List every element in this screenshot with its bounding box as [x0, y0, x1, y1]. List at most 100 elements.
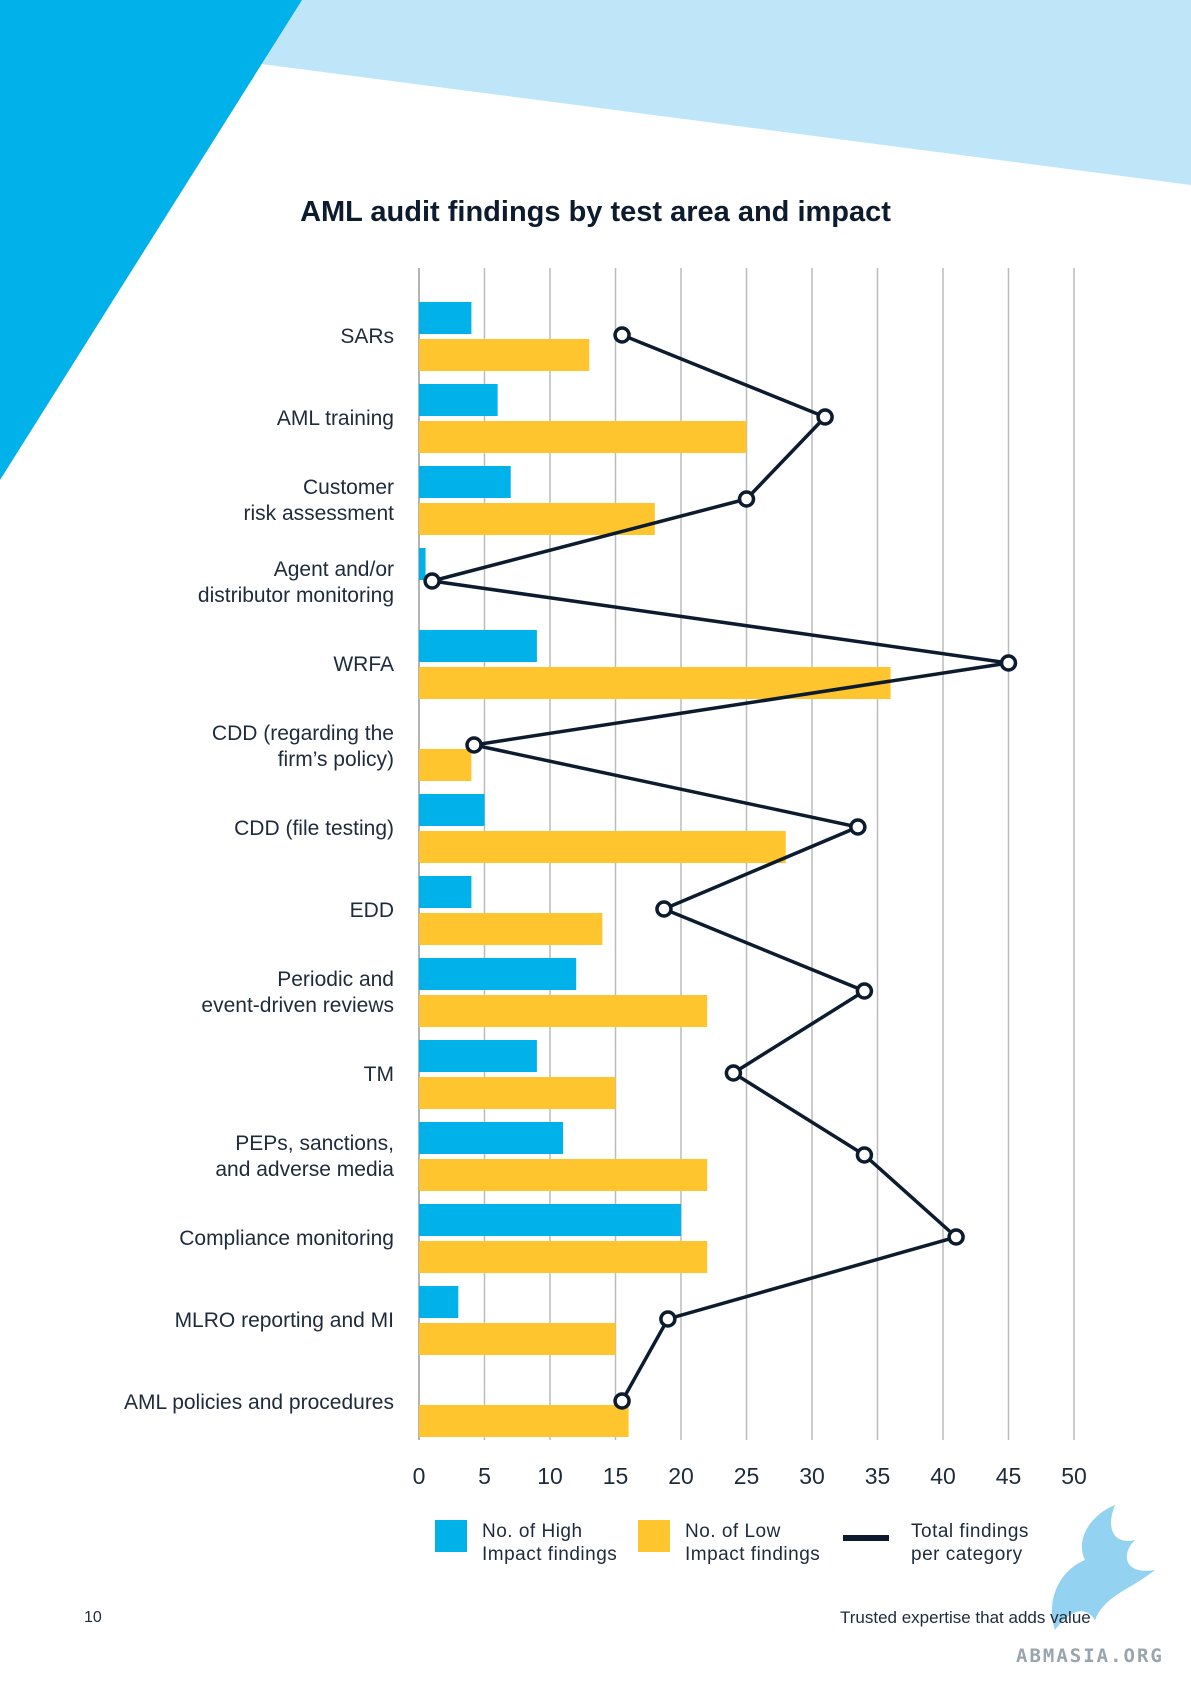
category-label: WRFA [333, 653, 394, 676]
total-findings-point [613, 326, 631, 344]
x-tick-label: 0 [413, 1463, 426, 1489]
legend-item-total: Total findings per category [843, 1520, 1029, 1566]
bar-low-impact [419, 503, 655, 535]
bar-low-impact [419, 749, 472, 781]
watermark-text: ABMASIA.ORG [1016, 1645, 1164, 1667]
legend-item-high: No. of High Impact findings [435, 1520, 617, 1566]
x-tick-label: 25 [734, 1463, 760, 1489]
category-label: EDD [350, 899, 394, 922]
total-findings-point [724, 1064, 743, 1082]
bar-high-impact [419, 1204, 681, 1236]
x-tick-label: 20 [668, 1463, 694, 1489]
bar-low-impact [419, 1405, 629, 1437]
total-findings-point [659, 1310, 677, 1328]
total-findings-point [849, 818, 867, 836]
x-tick-label: 5 [478, 1463, 491, 1489]
bar-high-impact [419, 876, 472, 908]
bar-high-impact [419, 466, 511, 498]
category-label-line: risk assessment [243, 502, 394, 525]
category-label-line: CDD (file testing) [234, 817, 394, 840]
category-label-line: AML policies and procedures [124, 1391, 394, 1414]
watermark-logo-icon [1051, 1505, 1155, 1630]
total-line [423, 326, 1018, 1410]
bar-low-impact [419, 1077, 616, 1109]
x-tick-label: 50 [1061, 1463, 1087, 1489]
category-label: Agent and/or distributor monitoring [198, 558, 394, 607]
x-tick-label: 10 [537, 1463, 563, 1489]
category-label: TM [364, 1063, 394, 1086]
bar-low-impact [419, 995, 708, 1027]
header-decoration [0, 0, 1191, 480]
footer-tagline: Trusted expertise that adds value [840, 1608, 1091, 1627]
total-findings-point [737, 490, 756, 508]
category-label: AML policies and procedures [124, 1391, 394, 1414]
category-label: MLRO reporting and MI [175, 1309, 394, 1332]
bar-low-impact [419, 339, 590, 371]
category-label: PEPs, sanctions, and adverse media [215, 1132, 394, 1181]
total-findings-point [613, 1392, 631, 1410]
legend-total-swatch [843, 1535, 889, 1541]
category-label-line: Periodic and [277, 968, 394, 991]
category-label-line: Agent and/or [274, 558, 394, 581]
bar-high-impact [419, 630, 537, 662]
category-label-line: EDD [350, 899, 394, 922]
category-label-line: AML training [277, 407, 394, 430]
category-label-line: Customer [303, 476, 394, 499]
header-light-band [0, 0, 1191, 185]
category-label: SARs [340, 325, 394, 348]
x-tick-label: 35 [865, 1463, 891, 1489]
category-label: AML training [277, 407, 394, 430]
x-axis-ticks: 0 5 10 15 20 25 30 35 40 45 50 [413, 1463, 1087, 1489]
bar-high-impact [419, 794, 485, 826]
bar-high-impact [419, 1286, 459, 1318]
legend-low-swatch [638, 1520, 670, 1552]
legend-low-label: No. of Low Impact findings [685, 1521, 821, 1565]
bar-high-impact [419, 384, 498, 416]
bar-high-impact [419, 302, 472, 334]
bar-low-impact [419, 1241, 708, 1273]
category-labels: SARs AML training Customer risk assessment A… [124, 325, 394, 1414]
total-findings-point [999, 654, 1018, 672]
category-label: Customer risk assessment [243, 476, 394, 525]
bar-low-impact [419, 831, 786, 863]
bar-low-impact [419, 667, 891, 699]
bar-low-impact [419, 1159, 708, 1191]
bar-high-impact [419, 548, 426, 580]
total-findings-line [431, 333, 1009, 1402]
total-findings-point [947, 1228, 965, 1246]
category-label-line: WRFA [333, 653, 394, 676]
legend-high-label: No. of High Impact findings [482, 1521, 618, 1565]
category-label-line: CDD (regarding the [212, 722, 394, 745]
total-findings-point [655, 900, 673, 918]
page-number: 10 [84, 1609, 102, 1626]
category-label-line: event-driven reviews [201, 994, 394, 1017]
bars [419, 302, 891, 1437]
header-dark-triangle [0, 0, 302, 480]
category-label-line: PEPs, sanctions, [235, 1132, 394, 1155]
bar-high-impact [419, 1040, 537, 1072]
category-label-line: and adverse media [215, 1158, 394, 1181]
bar-low-impact [419, 421, 747, 453]
category-label: Periodic and event-driven reviews [201, 968, 394, 1017]
category-label-line: firm’s policy) [278, 748, 394, 771]
category-label-line: Compliance monitoring [179, 1227, 394, 1250]
total-findings-point [855, 982, 874, 1000]
category-label-line: TM [364, 1063, 394, 1086]
category-label-line: distributor monitoring [198, 584, 394, 607]
category-label-line: SARs [340, 325, 394, 348]
x-tick-label: 15 [603, 1463, 629, 1489]
legend-total-label: Total findings per category [911, 1521, 1029, 1565]
bar-low-impact [419, 1323, 616, 1355]
x-tick-label: 30 [799, 1463, 825, 1489]
total-findings-point [465, 736, 483, 754]
chart-title: AML audit findings by test area and impa… [300, 196, 891, 228]
bar-high-impact [419, 958, 577, 990]
total-findings-point [423, 572, 441, 590]
category-label: CDD (file testing) [234, 817, 394, 840]
bar-high-impact [419, 1122, 564, 1154]
findings-chart: SARs AML training Customer risk assessment A… [124, 268, 1087, 1489]
category-label: Compliance monitoring [179, 1227, 394, 1250]
category-label-line: MLRO reporting and MI [175, 1309, 394, 1332]
total-findings-point [855, 1146, 874, 1164]
x-tick-label: 40 [930, 1463, 956, 1489]
